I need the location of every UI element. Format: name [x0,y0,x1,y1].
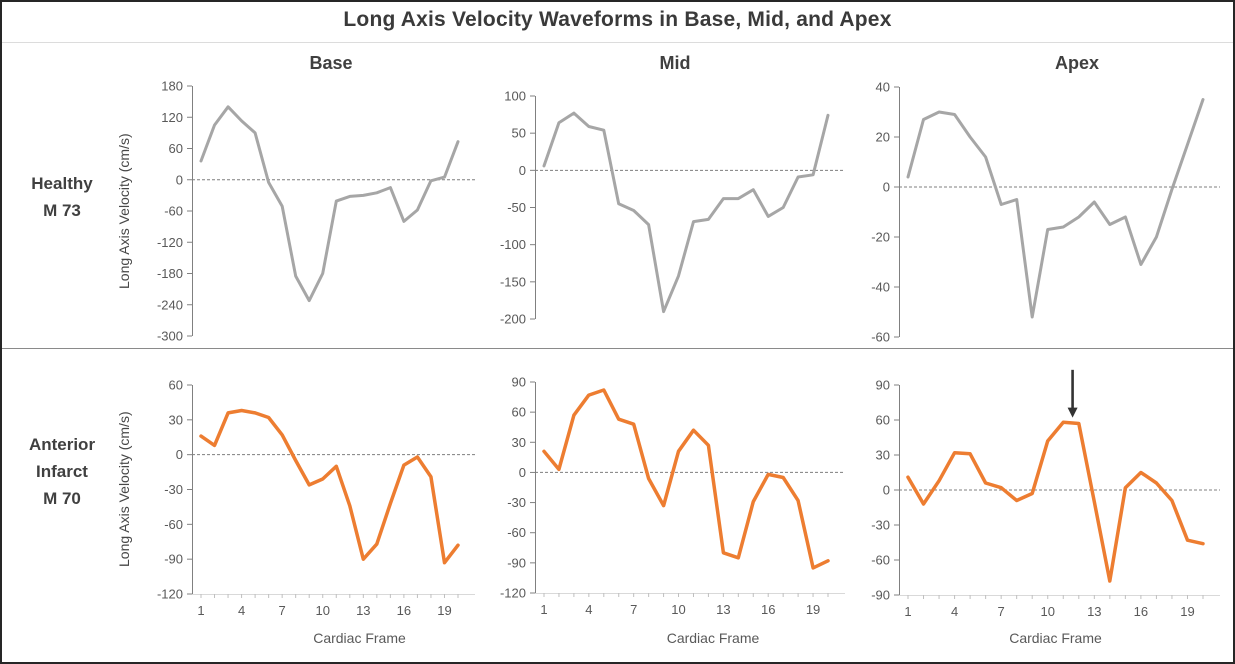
chart-infarct-base: 60 30 0 -30 -60 -90 -120 1 4 7 10 13 16 19 [157,378,475,618]
svg-text:16: 16 [1134,604,1148,619]
svg-text:-60: -60 [871,330,890,345]
svg-text:16: 16 [397,603,411,618]
svg-text:20: 20 [876,130,890,145]
svg-text:120: 120 [161,110,183,125]
svg-text:0: 0 [176,172,183,187]
svg-text:-20: -20 [871,230,890,245]
svg-text:7: 7 [998,604,1005,619]
svg-text:-60: -60 [164,204,183,219]
svg-text:40: 40 [876,80,890,95]
svg-text:-90: -90 [871,588,890,603]
row-label-infarct-line3: M 70 [43,489,81,508]
svg-text:13: 13 [356,603,370,618]
row-label-healthy-line2: M 73 [43,201,81,220]
y-axis-title-healthy: Long Axis Velocity (cm/s) [116,133,132,289]
column-header-mid: Mid [659,53,691,73]
row-label-healthy: Healthy M 73 [6,170,118,224]
svg-text:-60: -60 [164,517,183,532]
x-axis-title-mid: Cardiac Frame [666,630,760,646]
svg-text:-40: -40 [871,280,890,295]
svg-text:0: 0 [519,465,526,480]
chart-healthy-apex: 40 20 0 -20 -40 -60 [871,80,1220,345]
svg-text:19: 19 [806,602,820,617]
svg-text:-200: -200 [500,312,526,327]
svg-text:-30: -30 [507,495,526,510]
svg-text:19: 19 [1180,604,1194,619]
svg-text:-30: -30 [164,482,183,497]
svg-text:1: 1 [904,604,911,619]
svg-text:-90: -90 [164,552,183,567]
chart-infarct-apex: 90 60 30 0 -30 -60 -90 1 4 7 10 13 16 19 [871,369,1220,619]
row-divider [2,348,1233,349]
svg-text:180: 180 [161,79,183,94]
svg-text:1: 1 [197,603,204,618]
svg-text:-100: -100 [500,237,526,252]
svg-text:-150: -150 [500,274,526,289]
svg-text:30: 30 [169,412,183,427]
chart-healthy-mid: 100 50 0 -50 -100 -150 -200 [500,89,845,327]
svg-text:19: 19 [437,603,451,618]
svg-text:7: 7 [630,602,637,617]
svg-text:10: 10 [671,602,685,617]
svg-text:-240: -240 [157,297,183,312]
svg-text:-120: -120 [500,586,526,601]
chart-infarct-mid: 90 60 30 0 -30 -60 -90 -120 1 4 7 10 13 16 19 [500,375,845,617]
y-axis-title-infarct: Long Axis Velocity (cm/s) [116,411,132,567]
svg-text:90: 90 [876,378,890,393]
svg-text:30: 30 [512,435,526,450]
svg-text:0: 0 [176,447,183,462]
svg-text:-60: -60 [507,525,526,540]
svg-text:60: 60 [512,405,526,420]
title-underline [2,42,1233,43]
svg-text:-300: -300 [157,329,183,344]
svg-text:-90: -90 [507,555,526,570]
svg-text:-180: -180 [157,266,183,281]
svg-text:30: 30 [876,448,890,463]
svg-text:60: 60 [169,141,183,156]
svg-text:-30: -30 [871,518,890,533]
svg-text:0: 0 [883,180,890,195]
row-label-healthy-line1: Healthy [31,174,93,193]
svg-text:7: 7 [279,603,286,618]
svg-text:0: 0 [883,483,890,498]
column-header-apex: Apex [1054,53,1099,73]
x-axis-title-apex: Cardiac Frame [1009,630,1102,646]
svg-text:60: 60 [169,378,183,393]
svg-text:4: 4 [585,602,592,617]
column-header-base: Base [309,53,353,73]
svg-text:-120: -120 [157,235,183,250]
row-label-infarct: Anterior Infarct M 70 [6,431,118,512]
svg-text:60: 60 [876,413,890,428]
svg-text:10: 10 [316,603,330,618]
svg-text:13: 13 [716,602,730,617]
svg-text:1: 1 [540,602,547,617]
row-label-infarct-line2: Infarct [36,462,88,481]
svg-text:13: 13 [1087,604,1101,619]
svg-text:90: 90 [512,375,526,390]
svg-text:0: 0 [519,163,526,178]
row-label-infarct-line1: Anterior [28,435,96,454]
svg-text:4: 4 [238,603,245,618]
svg-text:-60: -60 [871,553,890,568]
figure-title: Long Axis Velocity Waveforms in Base, Mi… [343,8,892,31]
chart-healthy-base: 180 120 60 0 -60 -120 -180 -240 -300 [157,79,475,344]
svg-text:16: 16 [761,602,775,617]
svg-text:4: 4 [951,604,958,619]
x-axis-title-base: Cardiac Frame [313,630,406,646]
svg-text:-120: -120 [157,587,183,602]
svg-text:100: 100 [504,89,526,104]
svg-text:10: 10 [1041,604,1055,619]
svg-text:-50: -50 [507,200,526,215]
svg-text:50: 50 [512,126,526,141]
